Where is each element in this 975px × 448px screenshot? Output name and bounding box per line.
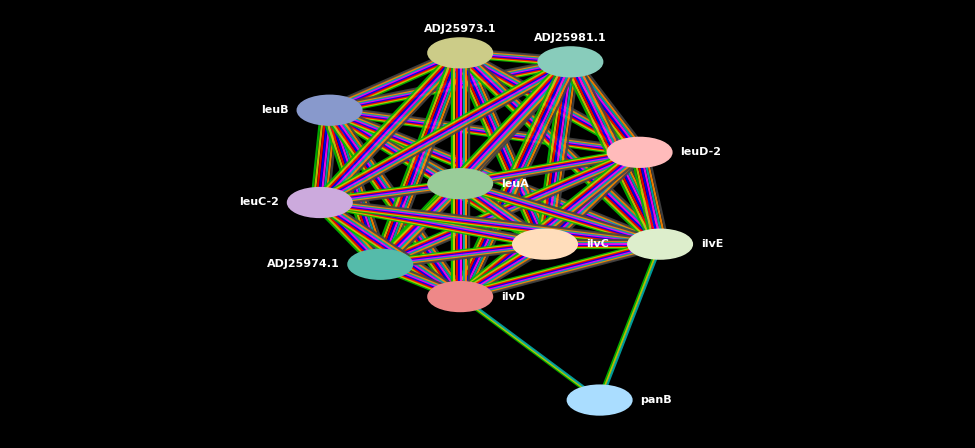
Text: ADJ25973.1: ADJ25973.1 [424,24,496,34]
Text: leuD-2: leuD-2 [681,147,722,157]
Circle shape [348,250,412,279]
Circle shape [428,282,492,311]
Text: ilvD: ilvD [501,292,526,302]
Text: ilvC: ilvC [586,239,608,249]
Text: panB: panB [641,395,672,405]
Circle shape [628,229,692,259]
Circle shape [297,95,362,125]
Circle shape [428,169,492,198]
Text: ilvE: ilvE [701,239,723,249]
Circle shape [538,47,603,77]
Circle shape [513,229,577,259]
Circle shape [288,188,352,217]
Text: leuA: leuA [501,179,528,189]
Text: ADJ25981.1: ADJ25981.1 [534,33,606,43]
Circle shape [428,38,492,68]
Circle shape [607,138,672,167]
Text: ADJ25974.1: ADJ25974.1 [266,259,339,269]
Text: leuB: leuB [261,105,289,115]
Circle shape [567,385,632,415]
Text: leuC-2: leuC-2 [239,198,279,207]
